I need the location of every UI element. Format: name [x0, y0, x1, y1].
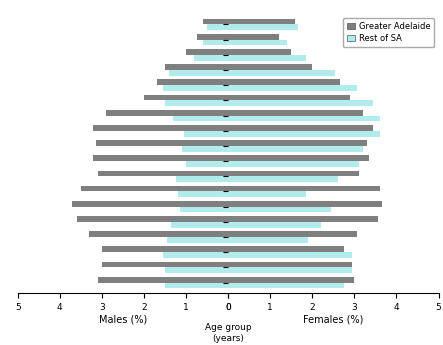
Bar — [197, 34, 228, 40]
Bar — [165, 64, 228, 70]
Legend: Greater Adelaide, Rest of SA: Greater Adelaide, Rest of SA — [343, 18, 435, 47]
Bar — [77, 216, 228, 222]
Bar — [174, 116, 228, 121]
Bar — [228, 79, 340, 85]
Bar — [228, 176, 338, 182]
Bar — [228, 110, 363, 116]
Bar — [228, 55, 306, 61]
Bar — [102, 246, 228, 252]
Bar — [228, 262, 352, 267]
Bar — [203, 40, 228, 46]
Bar — [89, 231, 228, 237]
Bar — [186, 161, 228, 167]
Bar — [228, 207, 331, 213]
Bar — [171, 222, 228, 228]
Bar — [182, 146, 228, 152]
Bar — [228, 19, 295, 24]
Bar — [180, 207, 228, 213]
Bar — [186, 49, 228, 55]
Bar — [167, 237, 228, 243]
Bar — [228, 34, 279, 40]
X-axis label: Females (%): Females (%) — [303, 315, 364, 325]
Bar — [228, 283, 344, 288]
Bar — [228, 49, 291, 55]
Bar — [228, 231, 357, 237]
Bar — [144, 95, 228, 100]
Bar — [93, 155, 228, 161]
Bar — [81, 186, 228, 191]
Bar — [93, 125, 228, 131]
Bar — [228, 191, 306, 197]
Bar — [163, 252, 228, 258]
Bar — [228, 277, 354, 283]
Bar — [228, 125, 373, 131]
Bar — [228, 161, 359, 167]
Bar — [228, 70, 335, 76]
Bar — [102, 262, 228, 267]
Bar — [228, 186, 380, 191]
Bar — [228, 222, 321, 228]
Bar — [228, 85, 357, 91]
Bar — [157, 79, 228, 85]
Bar — [97, 170, 228, 176]
Bar — [97, 277, 228, 283]
Bar — [228, 155, 369, 161]
Text: Age group
(years): Age group (years) — [205, 323, 252, 343]
Bar — [228, 201, 382, 207]
Bar — [203, 19, 228, 24]
Bar — [228, 146, 363, 152]
Bar — [175, 176, 228, 182]
Bar — [228, 64, 312, 70]
Bar — [165, 100, 228, 106]
Bar — [72, 201, 228, 207]
Bar — [165, 283, 228, 288]
Bar — [228, 267, 352, 273]
X-axis label: Males (%): Males (%) — [99, 315, 147, 325]
Bar — [228, 170, 359, 176]
Bar — [194, 55, 228, 61]
Bar — [228, 131, 380, 137]
Bar — [106, 110, 228, 116]
Bar — [207, 24, 228, 30]
Bar — [228, 24, 298, 30]
Bar — [165, 267, 228, 273]
Bar — [228, 140, 367, 146]
Bar — [228, 40, 287, 46]
Bar — [228, 252, 352, 258]
Bar — [178, 191, 228, 197]
Bar — [228, 116, 380, 121]
Bar — [228, 216, 377, 222]
Bar — [163, 85, 228, 91]
Bar — [96, 140, 228, 146]
Bar — [228, 237, 308, 243]
Bar — [228, 95, 350, 100]
Bar — [228, 246, 344, 252]
Bar — [169, 70, 228, 76]
Bar — [184, 131, 228, 137]
Bar — [228, 100, 373, 106]
